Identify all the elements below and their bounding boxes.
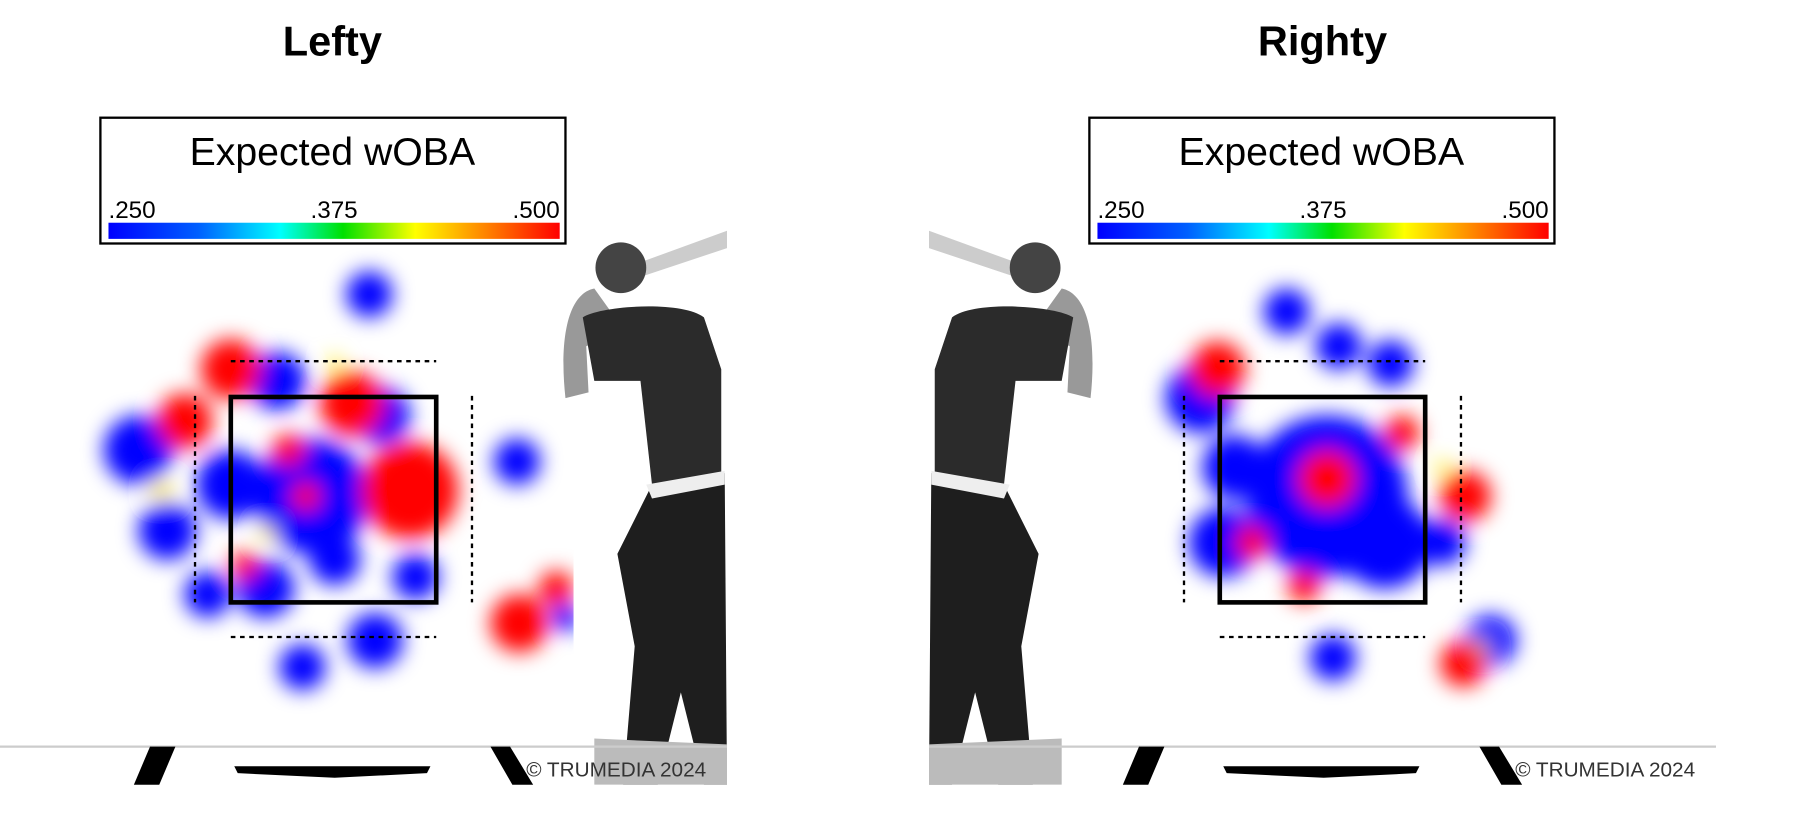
- legend-box: [99, 116, 567, 245]
- legend-tick-label: .250: [108, 197, 155, 224]
- copyright: © TRUMEDIA 2024: [1515, 759, 1695, 782]
- plate: [1122, 746, 1523, 785]
- legend-tick-label: .250: [1097, 197, 1144, 224]
- legend-box: [1088, 116, 1556, 245]
- batter: [563, 230, 728, 785]
- zone-guides: [193, 360, 474, 639]
- legend-ticks: .250 .375 .500: [1097, 197, 1548, 224]
- legend-tick-label: .500: [1502, 197, 1549, 224]
- batter: [928, 230, 1093, 785]
- legend-title: Expected wOBA: [190, 130, 476, 174]
- heatmap: [103, 271, 574, 691]
- copyright: © TRUMEDIA 2024: [526, 759, 706, 782]
- strike-zone: [1217, 394, 1428, 605]
- panel-title: Righty: [1258, 17, 1387, 64]
- panels: Lefty Expected wOBA .250 .375 .500 © TRUME…: [0, 17, 1716, 785]
- plate: [133, 746, 534, 785]
- colorbar: [108, 222, 560, 239]
- colorbar: [1097, 222, 1549, 239]
- strike-zone: [228, 394, 439, 605]
- legend-ticks: .250 .375 .500: [108, 197, 559, 224]
- legend-tick-label: .500: [513, 197, 560, 224]
- zone-guides: [1182, 360, 1463, 639]
- legend-tick-label: .375: [311, 197, 358, 224]
- legend-tick-label: .375: [1299, 197, 1346, 224]
- legend-title: Expected wOBA: [1179, 130, 1465, 174]
- panel-title: Lefty: [283, 17, 382, 64]
